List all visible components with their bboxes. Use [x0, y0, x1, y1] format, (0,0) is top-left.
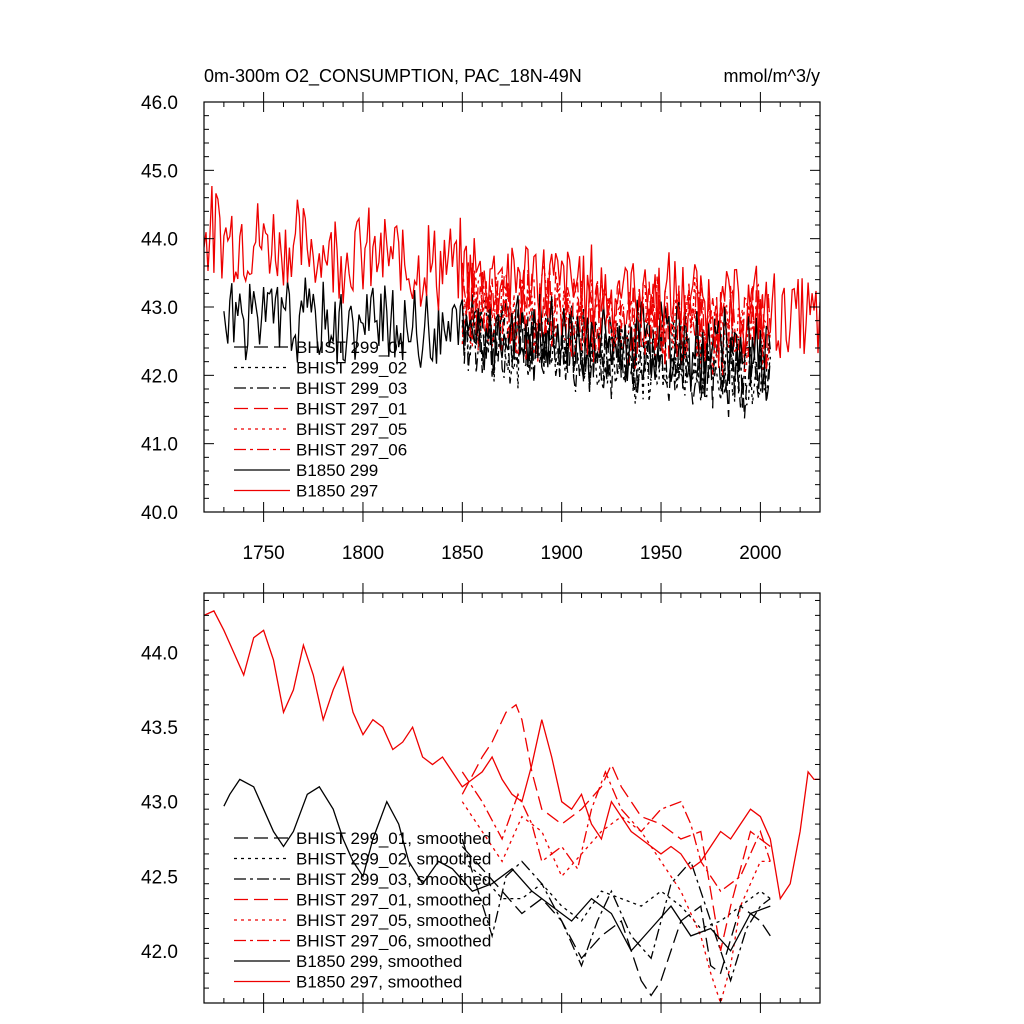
legend-label: BHIST 297_05, smoothed [296, 911, 491, 930]
y-tick-label: 42.5 [141, 867, 178, 888]
series-line-8 [204, 610, 820, 901]
y-tick-label: 44.0 [141, 644, 178, 665]
legend-label: BHIST 297_01, smoothed [296, 891, 491, 910]
series-line-6 [461, 770, 771, 893]
x-tick-label: 1800 [342, 543, 384, 564]
x-tick-label: 1950 [640, 543, 682, 564]
legend-label: B1850 297 [296, 482, 378, 501]
plot-area [204, 185, 820, 419]
series-line-4 [461, 703, 771, 951]
x-tick-label: 1900 [541, 543, 583, 564]
y-tick-label: 44.0 [141, 230, 178, 251]
legend-label: B1850 297, smoothed [296, 973, 462, 992]
x-tick-label: 1850 [441, 543, 483, 564]
series-line-5 [461, 801, 771, 1003]
x-tick-label: 1750 [242, 543, 284, 564]
legend-label: BHIST 297_01 [296, 400, 407, 419]
y-tick-label: 45.0 [141, 161, 178, 182]
legend: BHIST 299_01, smoothed BHIST 299_02, smoo… [234, 829, 491, 992]
legend-label: BHIST 299_01, smoothed [296, 829, 491, 848]
legend-label: B1850 299, smoothed [296, 952, 462, 971]
legend-label: BHIST 299_03 [296, 379, 407, 398]
legend-label: BHIST 299_02 [296, 359, 407, 378]
legend-label: BHIST 297_06, smoothed [296, 932, 491, 951]
series-line-4 [461, 262, 771, 372]
series-line-1 [461, 846, 771, 997]
x-tick-label: 2000 [739, 543, 781, 564]
y-tick-label: 43.0 [141, 298, 178, 319]
legend-label: BHIST 299_03, smoothed [296, 870, 491, 889]
plot-frame [203, 592, 821, 1004]
y-tick-label: 41.0 [141, 435, 178, 456]
y-tick-label: 46.0 [141, 93, 178, 114]
series-line-2 [461, 860, 771, 930]
y-tick-label: 42.0 [141, 366, 178, 387]
legend-label: BHIST 297_06 [296, 441, 407, 460]
legend-label: BHIST 299_02, smoothed [296, 850, 491, 869]
series-line-3 [461, 838, 771, 983]
bottom-panel: 42.0 42.5 43.0 43.5 44.0 BHIST 299_01, smooth… [141, 583, 821, 1013]
y-tick-label: 40.0 [141, 503, 178, 524]
y-tick-label: 42.0 [141, 942, 178, 963]
y-tick-label: 43.0 [141, 793, 178, 814]
series-line-2 [461, 299, 771, 406]
series-line-8 [204, 185, 820, 359]
series-line-7 [223, 778, 771, 952]
legend-label: B1850 299 [296, 461, 378, 480]
legend-label: BHIST 297_05 [296, 420, 407, 439]
chart-title: 0m-300m O2_CONSUMPTION, PAC_18N-49N [204, 66, 582, 87]
plot-area [204, 610, 820, 1003]
legend-label: BHIST 299_01 [296, 338, 407, 357]
units-label: mmol/m^3/y [724, 66, 820, 86]
top-panel: 40.0 41.0 42.0 43.0 44.0 45.0 46.0 1750 1800 1850… [141, 92, 821, 564]
y-tick-label: 43.5 [141, 718, 178, 739]
